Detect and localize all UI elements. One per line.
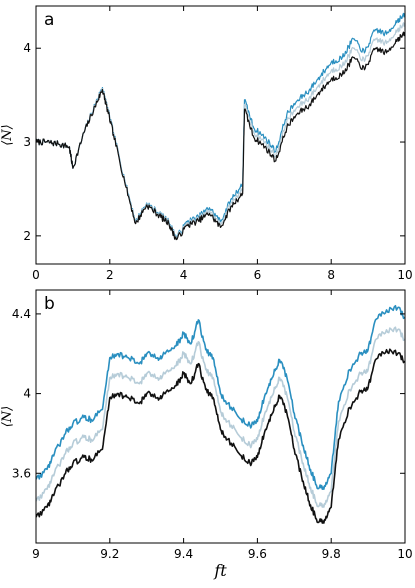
y-tick-label: 4 — [23, 387, 31, 401]
panel-label: a — [44, 10, 54, 30]
x-tick-label: 9.6 — [248, 547, 267, 561]
x-tick-label: 10 — [397, 268, 412, 282]
series-line-light — [36, 326, 405, 508]
x-tick-label: 8 — [327, 268, 335, 282]
series-line-blue — [36, 304, 405, 491]
y-tick-label: 2 — [23, 229, 31, 243]
y-tick-label: 3.6 — [12, 466, 31, 480]
x-tick-label: 9.4 — [174, 547, 193, 561]
panel-a: 0 2 4 6 8 10 2 3 4 ⟨N⟩ a — [0, 5, 413, 282]
y-axis-label: ⟨N⟩ — [0, 124, 15, 146]
series-line-black — [36, 31, 405, 241]
series-line-light — [36, 22, 405, 240]
panel-b: 9 9.2 9.4 9.6 9.8 10 3.6 4 4.4 ⟨N⟩ b ft — [0, 289, 413, 580]
x-tick-label: 9 — [32, 547, 40, 561]
y-tick-label: 3 — [23, 135, 31, 149]
plot-frame — [35, 5, 406, 265]
x-axis-label: ft — [213, 561, 227, 580]
x-tick-label: 0 — [32, 268, 40, 282]
x-tick-label: 2 — [106, 268, 114, 282]
x-tick-label: 9.2 — [100, 547, 119, 561]
series-line-black — [36, 348, 405, 524]
traces — [36, 12, 405, 241]
traces — [36, 304, 405, 524]
y-axis-label: ⟨N⟩ — [0, 406, 15, 428]
x-tick-label: 4 — [180, 268, 188, 282]
y-tick-label: 4 — [23, 41, 31, 55]
plot-frame — [35, 289, 406, 544]
series-line-blue — [36, 12, 405, 239]
y-tick-label: 4.4 — [12, 307, 31, 321]
panel-label: b — [44, 294, 55, 314]
x-tick-label: 10 — [397, 547, 412, 561]
x-tick-label: 6 — [254, 268, 262, 282]
x-tick-label: 9.8 — [322, 547, 341, 561]
